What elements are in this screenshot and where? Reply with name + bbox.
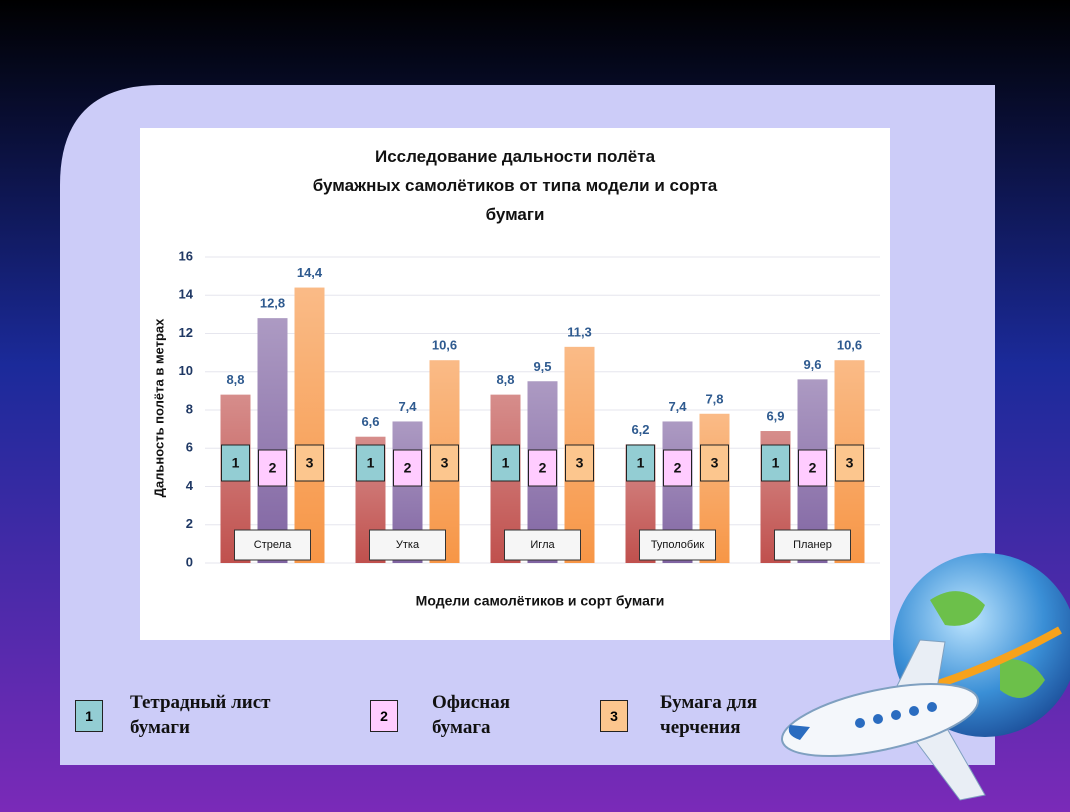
key-label: 2 [269,460,277,476]
y-axis-label: Дальность полёта в метрах [151,318,166,498]
y-tick-label: 4 [186,478,194,493]
value-label: 6,2 [631,422,649,437]
x-tick-label: Игла [530,539,555,551]
y-tick-label: 8 [186,401,193,416]
key-box [295,444,324,482]
value-label: 10,6 [432,338,457,353]
x-tick-label: Утка [396,539,420,551]
value-label: 12,8 [260,296,285,311]
key-box [663,449,692,487]
category-box [504,529,581,561]
key-box [626,444,655,482]
key-label: 1 [232,455,240,471]
x-axis-label: Модели самолётиков и сорт бумаги [416,593,665,609]
value-label: 9,6 [803,357,821,372]
value-label: 9,5 [533,359,551,374]
key-label: 3 [306,455,314,471]
title-line: бумаги [485,205,545,224]
x-tick-label: Туполобик [651,539,705,551]
category-box [774,529,851,561]
key-label: 3 [711,455,719,471]
key-box [565,444,594,482]
value-label: 8,8 [496,372,514,387]
y-tick-label: 12 [179,325,193,340]
plot: 02468101214168,8112,8214,43Стрела6,617,4… [179,248,880,569]
legend-label: Бумага для черчения [660,692,758,738]
y-tick-label: 6 [186,440,193,455]
key-box [356,444,385,482]
land [930,591,1045,698]
key-box [528,449,557,487]
title-line: бумажных самолётиков от типа модели и со… [312,176,718,195]
key-label: 2 [809,460,817,476]
key-box [761,444,790,482]
value-label: 6,9 [766,408,784,423]
key-box [430,444,459,482]
key-label: 1 [637,455,645,471]
key-box [798,449,827,487]
key-label: 3 [846,455,854,471]
category-box [369,529,446,561]
value-label: 10,6 [837,338,862,353]
legend-key: 3 [600,700,628,732]
category-box [639,529,716,561]
value-label: 11,3 [567,324,592,339]
key-box [491,444,520,482]
key-box [700,444,729,482]
value-label: 8,8 [226,372,244,387]
value-label: 7,4 [668,399,687,414]
key-label: 1 [502,455,510,471]
y-tick-label: 16 [179,248,193,263]
legend-label: Тетрадный лист бумаги [130,692,271,738]
x-tick-label: Планер [793,539,832,551]
bar-shade [257,318,288,563]
legend-key: 2 [370,700,398,732]
x-tick-label: Стрела [254,539,292,551]
legend-label: Офисная бумага [432,692,511,738]
globe-plane-illustration [780,553,1070,801]
value-label: 6,6 [361,414,379,429]
value-label: 7,4 [398,399,417,414]
title-line: Исследование дальности полёта [374,147,656,166]
key-label: 2 [539,460,547,476]
value-label: 14,4 [297,265,323,280]
chart-title: Исследование дальности полёта бумажных с… [215,142,815,229]
y-tick-label: 10 [179,363,193,378]
plane-windows [855,702,937,728]
key-box [258,449,287,487]
y-tick-label: 14 [179,287,194,302]
key-label: 3 [441,455,449,471]
plane-nose [788,725,810,740]
value-label: 7,8 [705,391,723,406]
legend-key: 1 [75,700,103,732]
key-label: 2 [674,460,682,476]
key-box [393,449,422,487]
key-label: 2 [404,460,412,476]
category-box [234,529,311,561]
bar-shade [294,287,325,563]
y-tick-label: 0 [186,554,193,569]
y-tick-label: 2 [186,516,193,531]
key-label: 1 [772,455,780,471]
key-box [835,444,864,482]
key-label: 3 [576,455,584,471]
key-box [221,444,250,482]
key-label: 1 [367,455,375,471]
